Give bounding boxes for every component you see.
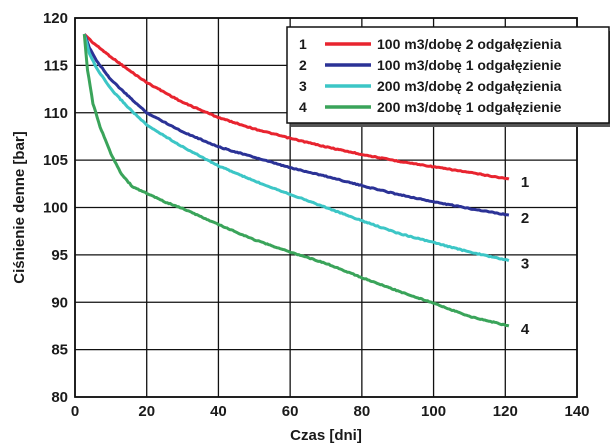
y-tick-label: 85 — [51, 342, 68, 359]
legend-item-1: 1 100 m3/dobę 2 odgałęzienia — [299, 36, 562, 52]
plot-border — [74, 17, 578, 398]
legend-item-4: 4 200 m3/dobę 1 odgałęzienie — [299, 99, 562, 115]
x-tick-label: 80 — [354, 403, 371, 420]
y-tick-label: 100 — [43, 200, 68, 217]
end-labels: 1 2 3 4 — [521, 174, 530, 338]
y-tick-label: 115 — [44, 57, 68, 74]
end-label-2: 2 — [521, 210, 529, 227]
legend-number: 4 — [299, 99, 307, 115]
series-line-3 — [82, 33, 510, 263]
x-axis-title: Czas [dni] — [290, 427, 362, 444]
series-line-2 — [82, 33, 510, 217]
end-label-3: 3 — [521, 256, 529, 273]
x-tick-label: 60 — [282, 403, 299, 420]
legend-item-2: 2 100 m3/dobę 1 odgałęzienie — [299, 57, 562, 73]
end-label-4: 4 — [521, 321, 530, 338]
legend-label: 100 m3/dobę 1 odgałęzienie — [377, 57, 562, 73]
series-line-1 — [83, 33, 510, 181]
x-tick-label: 40 — [210, 403, 227, 420]
y-axis-title: Ciśnienie denne [bar] — [11, 131, 28, 284]
y-tick-label: 90 — [51, 294, 68, 311]
legend-label: 100 m3/dobę 2 odgałęzienia — [377, 36, 562, 52]
plot-frame — [74, 17, 578, 398]
legend-label: 200 m3/dobę 1 odgałęzienie — [377, 99, 562, 115]
x-tick-label: 140 — [564, 403, 589, 420]
y-tick-label: 80 — [51, 389, 68, 406]
series-line-4 — [82, 33, 510, 328]
legend-label: 200 m3/dobę 2 odgałęzienia — [377, 78, 562, 94]
tick-labels: 0 20 40 60 80 100 120 1408085909510010511011512… — [43, 10, 590, 420]
y-tick-label: 95 — [51, 247, 68, 264]
x-tick-label: 0 — [71, 403, 79, 420]
y-tick-label: 110 — [44, 105, 68, 122]
y-tick-label: 105 — [43, 152, 68, 169]
legend: 1 100 m3/dobę 2 odgałęzienia 2 100 m3/dobę … — [286, 26, 610, 127]
legend-number: 2 — [299, 57, 307, 73]
x-tick-label: 120 — [493, 403, 518, 420]
x-tick-label: 20 — [138, 403, 155, 420]
y-tick-label: 120 — [43, 10, 68, 27]
legend-item-3: 3 200 m3/dobę 2 odgałęzienia — [299, 78, 562, 94]
legend-number: 3 — [299, 78, 307, 94]
end-label-1: 1 — [521, 174, 529, 191]
legend-number: 1 — [299, 36, 307, 52]
x-tick-label: 100 — [421, 403, 446, 420]
series-group — [82, 33, 510, 328]
